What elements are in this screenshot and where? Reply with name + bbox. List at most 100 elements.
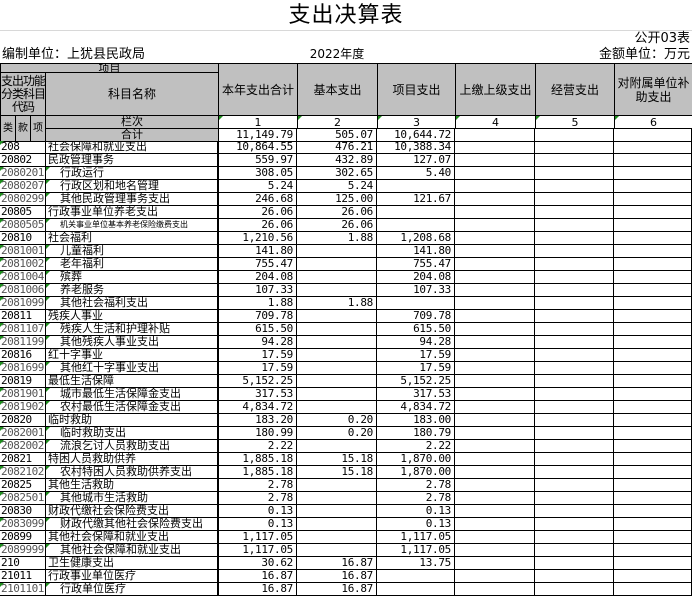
- row-value: [455, 466, 535, 479]
- table-row[interactable]: 208 社会保障和就业支出 10,864.55 476.21 10,388.34: [0, 141, 692, 154]
- table-row[interactable]: 2080207 行政区划和地名管理 5.24 5.24: [0, 180, 692, 193]
- column-number: 6: [614, 115, 692, 129]
- table-row[interactable]: 2081004 殡葬 204.08 204.08: [0, 271, 692, 284]
- row-value: [297, 323, 377, 336]
- row-name: 其他生活救助: [46, 479, 218, 492]
- table-row[interactable]: 2089999 其他社会保障和就业支出 1,117.05 1,117.05: [0, 544, 692, 557]
- row-value: [614, 141, 692, 154]
- green-triangle-icon: [46, 440, 50, 444]
- green-triangle-icon: [0, 518, 4, 522]
- fiscal-year: 2022年度: [309, 47, 365, 61]
- row-value: 204.08: [218, 271, 297, 284]
- row-value: [614, 219, 692, 232]
- row-value: 26.06: [297, 206, 377, 219]
- row-value: [614, 271, 692, 284]
- green-triangle-icon: [46, 336, 50, 340]
- row-name: 临时救助支出: [46, 427, 218, 440]
- row-value: [614, 414, 692, 427]
- table-row[interactable]: 2081699 其他红十字事业支出 17.59 17.59: [0, 362, 692, 375]
- table-row[interactable]: 20805 行政事业单位养老支出 26.06 26.06: [0, 206, 692, 219]
- row-value: [614, 206, 692, 219]
- row-value: [455, 401, 535, 414]
- row-value: [535, 167, 614, 180]
- table-row[interactable]: 2081002 老年福利 755.47 755.47: [0, 258, 692, 271]
- row-value: [535, 180, 614, 193]
- row-value: 16.87: [297, 557, 377, 570]
- row-value: [455, 557, 535, 570]
- row-value: [614, 310, 692, 323]
- row-value: 615.50: [377, 323, 455, 336]
- row-value: [455, 414, 535, 427]
- table-row[interactable]: 2080299 其他民政管理事务支出 246.68 125.00 121.67: [0, 193, 692, 206]
- row-value: [297, 258, 377, 271]
- row-value: [455, 362, 535, 375]
- table-row[interactable]: 20819 最低生活保障 5,152.25 5,152.25: [0, 375, 692, 388]
- table-row[interactable]: 2082102 农村特困人员救助供养支出 1,885.18 15.18 1,870.00: [0, 466, 692, 479]
- table-row[interactable]: 20811 残疾人事业 709.78 709.78: [0, 310, 692, 323]
- row-name: 民政管理事务: [46, 154, 218, 167]
- table-row[interactable]: 2081901 城市最低生活保障金支出 317.53 317.53: [0, 388, 692, 401]
- table-row[interactable]: 20802 民政管理事务 559.97 432.89 127.07: [0, 154, 692, 167]
- row-value: 10,864.55: [218, 141, 297, 154]
- table-row[interactable]: 20899 其他社会保障和就业支出 1,117.05 1,117.05: [0, 531, 692, 544]
- green-triangle-icon: [0, 362, 4, 366]
- column-number: 1: [218, 115, 298, 129]
- green-triangle-icon: [0, 219, 4, 223]
- table-row[interactable]: 2082501 其他城市生活救助 2.78 2.78: [0, 492, 692, 505]
- table-row[interactable]: 2081107 残疾人生活和护理补贴 615.50 615.50: [0, 323, 692, 336]
- table-row[interactable]: 2081199 其他残疾人事业支出 94.28 94.28: [0, 336, 692, 349]
- row-value: 317.53: [377, 388, 455, 401]
- table-row[interactable]: 20820 临时救助 183.20 0.20 183.00: [0, 414, 692, 427]
- row-value: [455, 206, 535, 219]
- table-row[interactable]: 2081006 养老服务 107.33 107.33: [0, 284, 692, 297]
- green-triangle-icon: [46, 258, 50, 262]
- row-value: 709.78: [218, 310, 297, 323]
- total-value: 11,149.79: [218, 128, 297, 142]
- row-value: [535, 206, 614, 219]
- row-value: [297, 284, 377, 297]
- table-row[interactable]: 20810 社会福利 1,210.56 1.88 1,208.68: [0, 232, 692, 245]
- row-value: 26.06: [218, 206, 297, 219]
- row-name: 行政事业单位养老支出: [46, 206, 218, 219]
- row-value: [455, 583, 535, 596]
- table-row[interactable]: 2080201 行政运行 308.05 302.65 5.40: [0, 167, 692, 180]
- row-value: [614, 479, 692, 492]
- row-name: 老年福利: [46, 258, 218, 271]
- row-value: 107.33: [218, 284, 297, 297]
- green-triangle-icon: [46, 284, 50, 288]
- green-triangle-icon: [46, 583, 50, 587]
- row-value: [455, 440, 535, 453]
- row-value: [535, 245, 614, 258]
- table-row[interactable]: 20821 特困人员救助供养 1,885.18 15.18 1,870.00: [0, 453, 692, 466]
- table-row[interactable]: 2083099 财政代缴其他社会保险费支出 0.13 0.13: [0, 518, 692, 531]
- green-triangle-icon: [0, 323, 4, 327]
- row-value: 17.59: [377, 349, 455, 362]
- table-row[interactable]: 2081902 农村最低生活保障金支出 4,834.72 4,834.72: [0, 401, 692, 414]
- green-triangle-icon: [615, 116, 619, 120]
- table-row[interactable]: 20825 其他生活救助 2.78 2.78: [0, 479, 692, 492]
- table-row[interactable]: 2101101 行政单位医疗 16.87 16.87: [0, 583, 692, 596]
- table-row[interactable]: 20830 财政代缴社会保险费支出 0.13 0.13: [0, 505, 692, 518]
- table-row[interactable]: 2080505 机关事业单位基本养老保险缴费支出 26.06 26.06: [0, 219, 692, 232]
- table-row[interactable]: 2082001 临时救助支出 180.99 0.20 180.79: [0, 427, 692, 440]
- row-code: 20899: [0, 531, 46, 544]
- row-code: 20819: [0, 375, 46, 388]
- row-value: [614, 336, 692, 349]
- header-kuan: 款: [15, 115, 31, 142]
- money-unit: 金额单位：万元: [598, 47, 690, 62]
- table-row[interactable]: 20816 红十字事业 17.59 17.59: [0, 349, 692, 362]
- row-name: 财政代缴社会保险费支出: [46, 505, 218, 518]
- table-row[interactable]: 21011 行政事业单位医疗 16.87 16.87: [0, 570, 692, 583]
- row-value: [535, 336, 614, 349]
- table-row[interactable]: 2081099 其他社会福利支出 1.88 1.88: [0, 297, 692, 310]
- row-code: 2081006: [0, 284, 46, 297]
- table-row[interactable]: 2082002 流浪乞讨人员救助支出 2.22 2.22: [0, 440, 692, 453]
- table-row[interactable]: 210 卫生健康支出 30.62 16.87 13.75: [0, 557, 692, 570]
- row-code: 2083099: [0, 518, 46, 531]
- row-value: 5.24: [297, 180, 377, 193]
- row-value: 0.13: [377, 505, 455, 518]
- table-row[interactable]: 2081001 儿童福利 141.80 141.80: [0, 245, 692, 258]
- row-code: 208: [0, 141, 46, 154]
- row-value: [535, 557, 614, 570]
- row-name: 城市最低生活保障金支出: [46, 388, 218, 401]
